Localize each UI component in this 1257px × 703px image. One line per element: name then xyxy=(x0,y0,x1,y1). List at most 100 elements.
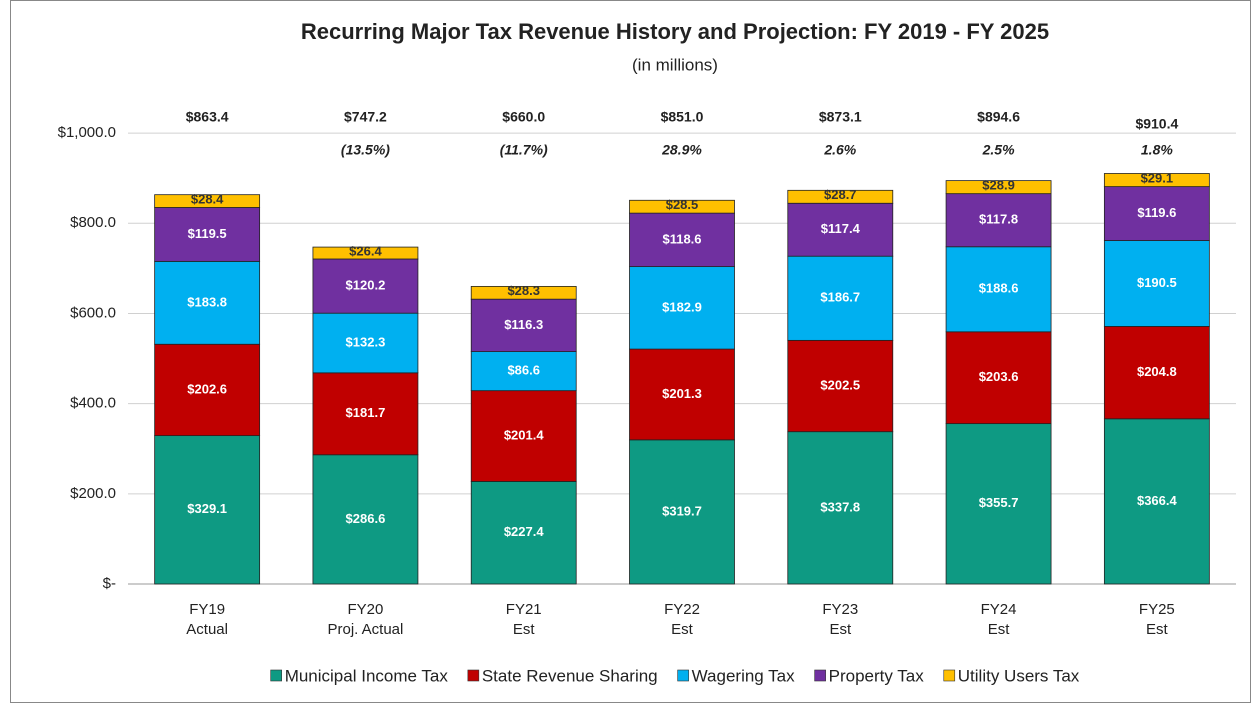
x-tick-label: Proj. Actual xyxy=(327,621,403,638)
bar-segment xyxy=(1103,418,1210,585)
bar-segment xyxy=(787,202,894,257)
value-label: $28.5 xyxy=(666,197,699,212)
bar-segment xyxy=(312,312,419,374)
bar-segment xyxy=(470,351,577,392)
x-tick-label: FY23 xyxy=(822,601,858,618)
value-label: $116.3 xyxy=(504,317,543,332)
bar-segment xyxy=(470,285,577,300)
value-label: $29.1 xyxy=(1141,170,1174,185)
x-tick-label: Est xyxy=(829,621,852,638)
value-label: $119.5 xyxy=(188,226,227,241)
change-label: 2.6% xyxy=(823,142,856,158)
bar-segment xyxy=(1103,240,1210,327)
bar-segment xyxy=(154,207,261,262)
bar-segment xyxy=(945,423,1052,585)
x-tick-label: FY24 xyxy=(981,601,1017,618)
bar-segment xyxy=(154,194,261,208)
bar-segment xyxy=(629,266,735,350)
x-tick-label: Est xyxy=(513,621,536,638)
bar-segment xyxy=(629,212,735,268)
x-tick-label: Est xyxy=(671,621,694,638)
bar-segment xyxy=(945,331,1052,425)
value-label: $86.6 xyxy=(507,363,540,378)
legend-swatch xyxy=(467,669,480,682)
bar-segment xyxy=(154,260,261,345)
y-tick-label: $400.0 xyxy=(70,395,116,412)
value-label: $132.3 xyxy=(346,334,386,349)
chart-title: Recurring Major Tax Revenue History and … xyxy=(301,19,1049,44)
y-tick-label: $1,000.0 xyxy=(58,124,116,141)
value-label: $202.5 xyxy=(820,377,860,392)
change-label: 1.8% xyxy=(1141,142,1173,158)
x-tick-label: FY19 xyxy=(189,601,225,618)
x-tick-label: FY22 xyxy=(664,601,700,618)
bar-segment xyxy=(787,339,894,433)
legend-label: Wagering Tax xyxy=(692,666,795,685)
x-tick-label: Est xyxy=(1146,621,1169,638)
x-tick-label: Est xyxy=(988,621,1011,638)
bar-segment xyxy=(787,431,894,585)
value-label: $117.8 xyxy=(979,212,1018,227)
change-label: 2.5% xyxy=(982,142,1015,158)
x-tick-label: FY21 xyxy=(506,601,542,618)
bar-segment xyxy=(629,199,735,214)
value-label: $188.6 xyxy=(979,281,1019,296)
x-tick-label: FY20 xyxy=(347,601,383,618)
x-tick-label: Actual xyxy=(186,621,228,638)
value-label: $286.6 xyxy=(346,511,386,526)
value-label: $120.2 xyxy=(346,278,386,293)
bar-segment xyxy=(154,343,261,437)
legend-label: Municipal Income Tax xyxy=(285,666,449,685)
legend-label: State Revenue Sharing xyxy=(482,666,658,685)
change-label: (13.5%) xyxy=(341,142,390,158)
bar-segment xyxy=(312,372,419,456)
value-label: $204.8 xyxy=(1137,364,1177,379)
total-label: $747.2 xyxy=(344,109,387,125)
total-label: $851.0 xyxy=(661,109,704,125)
value-label: $186.7 xyxy=(820,290,860,305)
bar-segment xyxy=(629,348,735,441)
legend-swatch xyxy=(814,669,826,682)
total-label: $910.4 xyxy=(1135,116,1178,132)
value-label: $28.3 xyxy=(507,283,540,298)
x-tick-label: FY25 xyxy=(1139,601,1175,618)
legend-swatch xyxy=(943,669,956,682)
y-tick-label: $- xyxy=(103,575,116,592)
legend-swatch xyxy=(677,669,689,682)
y-tick-label: $800.0 xyxy=(70,214,116,231)
bar-segment xyxy=(1103,326,1210,420)
bar-segment xyxy=(787,255,894,341)
value-label: $201.4 xyxy=(504,427,545,442)
value-label: $182.9 xyxy=(662,299,702,314)
legend-label: Property Tax xyxy=(829,666,925,685)
bar-segment xyxy=(629,439,735,585)
value-label: $28.7 xyxy=(824,187,857,202)
value-label: $202.6 xyxy=(187,381,227,396)
bar-segment xyxy=(945,193,1052,248)
value-label: $329.1 xyxy=(187,501,227,516)
legend-label: Utility Users Tax xyxy=(958,666,1080,685)
value-label: $355.7 xyxy=(979,495,1019,510)
total-label: $863.4 xyxy=(186,109,229,125)
value-label: $181.7 xyxy=(346,405,386,420)
y-tick-label: $600.0 xyxy=(70,304,116,321)
value-label: $190.5 xyxy=(1137,275,1177,290)
total-label: $894.6 xyxy=(977,109,1020,125)
change-label: 28.9% xyxy=(661,142,702,158)
bar-segment xyxy=(945,246,1052,333)
value-label: $203.6 xyxy=(979,369,1019,384)
total-label: $873.1 xyxy=(819,109,862,125)
change-label: (11.7%) xyxy=(500,142,548,158)
bar-segment xyxy=(312,454,419,585)
value-label: $28.9 xyxy=(982,178,1015,193)
value-label: $183.8 xyxy=(187,294,227,309)
value-label: $117.4 xyxy=(821,221,861,236)
value-label: $227.4 xyxy=(504,524,545,539)
value-label: $319.7 xyxy=(662,503,702,518)
bar-segment xyxy=(787,189,894,204)
total-label: $660.0 xyxy=(502,109,545,125)
value-label: $337.8 xyxy=(820,499,860,514)
bar-segment xyxy=(312,258,419,314)
bar-segment xyxy=(945,180,1052,195)
